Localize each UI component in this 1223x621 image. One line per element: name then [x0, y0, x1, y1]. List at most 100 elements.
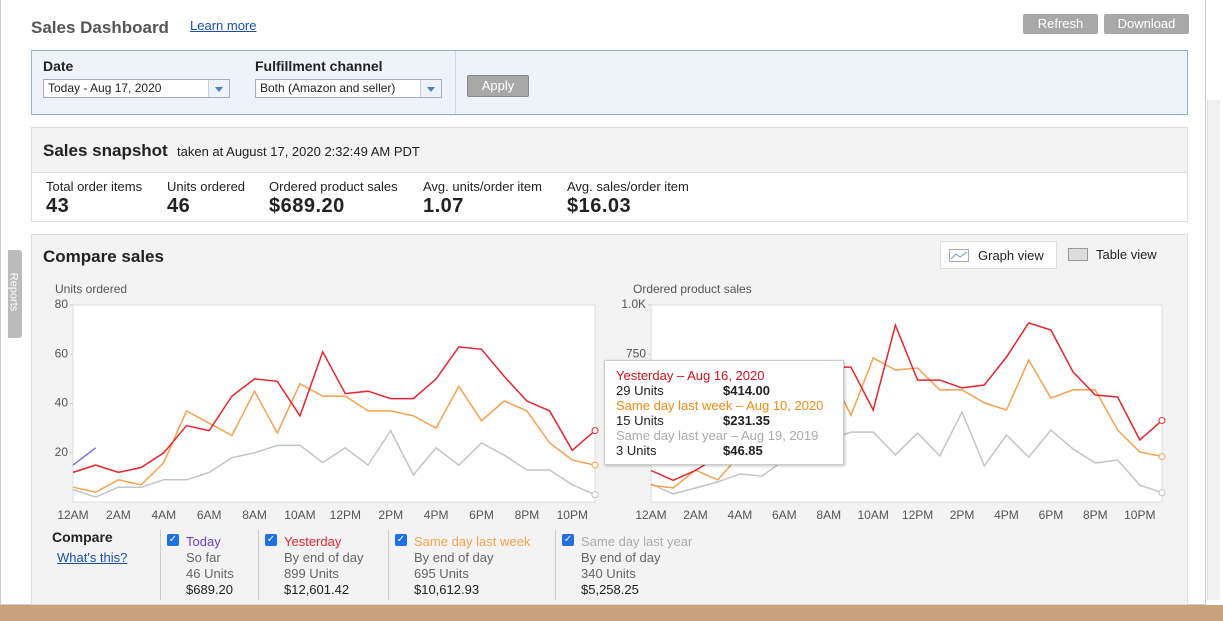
x-tick-label: 2PM [950, 508, 975, 522]
table-icon [1068, 248, 1088, 261]
scrollbar[interactable] [1207, 100, 1220, 600]
x-tick-label: 8PM [515, 508, 540, 522]
metric-label: Avg. units/order item [423, 179, 542, 194]
filter-panel: Date Today - Aug 17, 2020 Fulfillment ch… [31, 50, 1188, 115]
x-tick-label: 10PM [1124, 508, 1155, 522]
y-tick-label: 1.0K [621, 297, 646, 311]
date-label: Date [43, 58, 74, 74]
x-tick-label: 8AM [816, 508, 841, 522]
plot-area [72, 304, 596, 503]
x-tick-label: 6AM [197, 508, 222, 522]
compare-sub: By end of day [581, 550, 661, 565]
title: Sales Dashboard [31, 18, 169, 37]
y-axis-title: Units ordered [55, 282, 127, 296]
x-tick-label: 12AM [57, 508, 88, 522]
apply-button[interactable]: Apply [467, 75, 529, 97]
series-line [72, 447, 97, 466]
metric-value: $16.03 [567, 195, 632, 217]
x-tick-label: 12AM [635, 508, 666, 522]
tooltip-units: 29 Units [616, 383, 664, 398]
compare-units: 695 Units [414, 566, 469, 581]
download-button[interactable]: Download [1104, 14, 1189, 34]
side-tab[interactable]: Reports [7, 250, 22, 338]
tooltip-sales: $46.85 [723, 443, 763, 458]
compare-series-name: Yesterday [284, 534, 342, 549]
x-tick-label: 12PM [330, 508, 361, 522]
end-point [1158, 452, 1166, 460]
x-tick-label: 8PM [1083, 508, 1108, 522]
graph-view-button[interactable]: Graph view [940, 241, 1057, 269]
x-tick-label: 12PM [902, 508, 933, 522]
whats-this[interactable]: What's this? [57, 550, 128, 565]
x-tick-label: 4AM [728, 508, 753, 522]
compare-sales: $12,601.42 [284, 582, 350, 597]
compare-units: 340 Units [581, 566, 636, 581]
separator [258, 530, 259, 600]
tooltip-title: Yesterday – Aug 16, 2020 [616, 368, 765, 383]
separator [555, 530, 556, 600]
x-tick-label: 10AM [857, 508, 888, 522]
compare-series-name: Same day last week [414, 534, 531, 549]
divider [455, 51, 456, 114]
end-point [591, 461, 599, 469]
x-tick-label: 6PM [1039, 508, 1064, 522]
channel-label: Fulfillment channel [255, 58, 383, 74]
x-tick-label: 2PM [378, 508, 403, 522]
tooltip-title: Same day last week – Aug 10, 2020 [616, 398, 824, 413]
tooltip-sales: $231.35 [723, 413, 770, 428]
series-line [72, 429, 596, 498]
compare-label: Compare [52, 529, 113, 545]
compare-sub: By end of day [284, 550, 364, 565]
graph-view-label: Graph view [978, 248, 1044, 263]
checkbox[interactable]: ✓ [265, 534, 277, 546]
snapshot-header [32, 128, 1187, 173]
end-point [591, 427, 599, 435]
x-tick-label: 4AM [151, 508, 176, 522]
end-point [1158, 489, 1166, 497]
checkbox[interactable]: ✓ [562, 534, 574, 546]
x-tick-label: 6AM [772, 508, 797, 522]
tooltip-title: Same day last year – Aug 19, 2019 [616, 428, 819, 443]
refresh-button[interactable]: Refresh [1023, 14, 1098, 34]
snapshot-subtitle: taken at August 17, 2020 2:32:49 AM PDT [177, 144, 420, 159]
desktop-strip [0, 605, 1223, 621]
date-select[interactable]: Today - Aug 17, 2020 [43, 79, 230, 98]
y-tick-label: 750 [626, 346, 646, 360]
compare-units: 899 Units [284, 566, 339, 581]
x-tick-label: 2AM [683, 508, 708, 522]
y-tick-label: 20 [55, 445, 69, 459]
compare-sales: $689.20 [186, 582, 233, 597]
checkbox[interactable]: ✓ [167, 534, 179, 546]
learn-more[interactable]: Learn more [190, 18, 257, 33]
snapshot-title: Sales snapshot [43, 141, 168, 160]
metric-label: Total order items [46, 179, 143, 194]
x-tick-label: 4PM [994, 508, 1019, 522]
checkbox[interactable]: ✓ [395, 534, 407, 546]
metric-label: Units ordered [167, 179, 246, 194]
channel-select[interactable]: Both (Amazon and seller) [255, 79, 442, 98]
separator [388, 530, 389, 600]
end-point [591, 491, 599, 499]
series-line [72, 346, 596, 474]
tooltip-units: 3 Units [616, 443, 657, 458]
metric-label: Ordered product sales [269, 179, 398, 194]
metric-value: $689.20 [269, 195, 345, 217]
compare-sales: $10,612.93 [414, 582, 480, 597]
x-tick-label: 8AM [242, 508, 267, 522]
series-line [72, 382, 596, 493]
x-tick-label: 10AM [284, 508, 315, 522]
compare-sales: $5,258.25 [581, 582, 639, 597]
y-axis-title: Ordered product sales [633, 282, 752, 296]
x-tick-label: 10PM [557, 508, 588, 522]
tooltip-units: 15 Units [616, 413, 664, 428]
compare-units: 46 Units [186, 566, 234, 581]
metric-value: 1.07 [423, 195, 464, 217]
tooltip: Yesterday – Aug 16, 2020 29 Units $414.00 S… [604, 360, 844, 465]
table-view-button[interactable]: Table view [1060, 241, 1173, 269]
y-tick-label: 60 [55, 346, 69, 360]
tooltip-sales: $414.00 [723, 383, 770, 398]
channel-value: Both (Amazon and seller) [260, 81, 396, 95]
end-point [1158, 416, 1166, 424]
